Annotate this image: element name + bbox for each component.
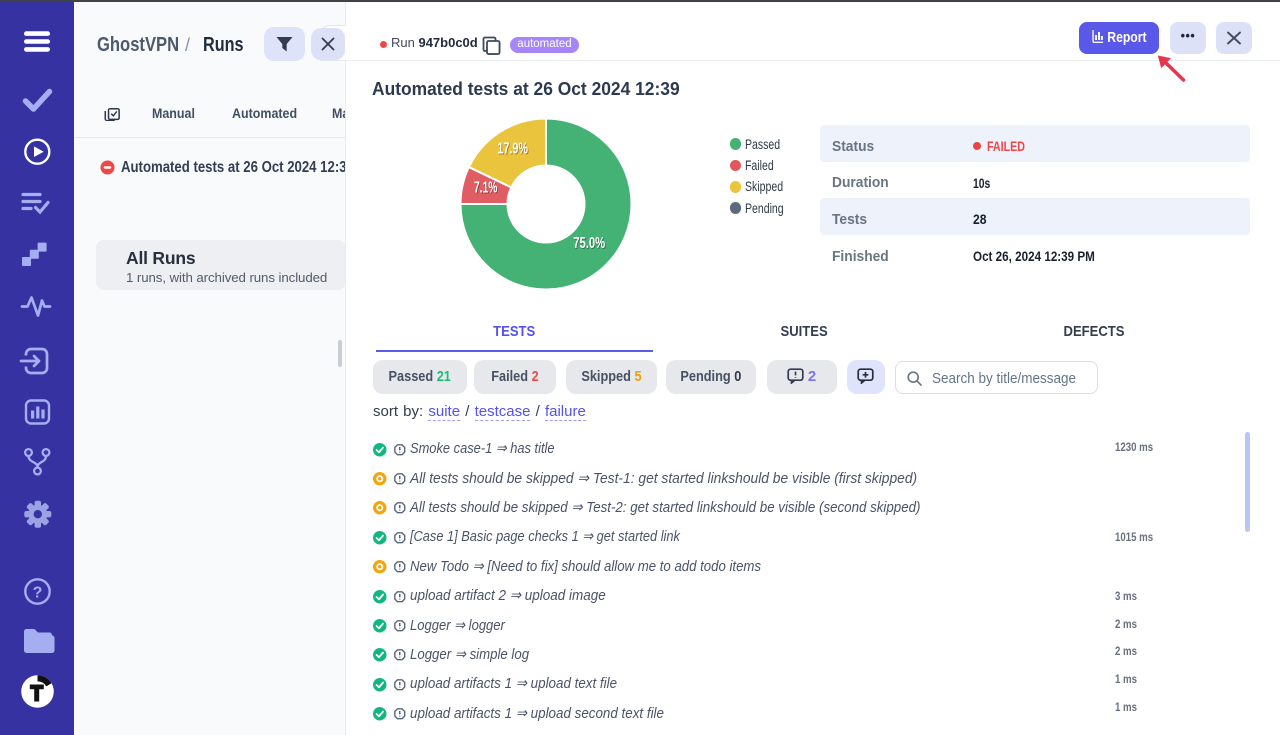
svg-text:17.9%: 17.9% [498,142,529,159]
svg-text:7.1%: 7.1% [475,181,498,198]
svg-text:17.9%: 17.9% [498,141,529,158]
svg-text:75.0%: 75.0% [574,236,606,253]
svg-text:75.0%: 75.0% [573,235,605,252]
svg-text:7.1%: 7.1% [474,180,497,197]
svg-text:?: ? [33,585,43,602]
